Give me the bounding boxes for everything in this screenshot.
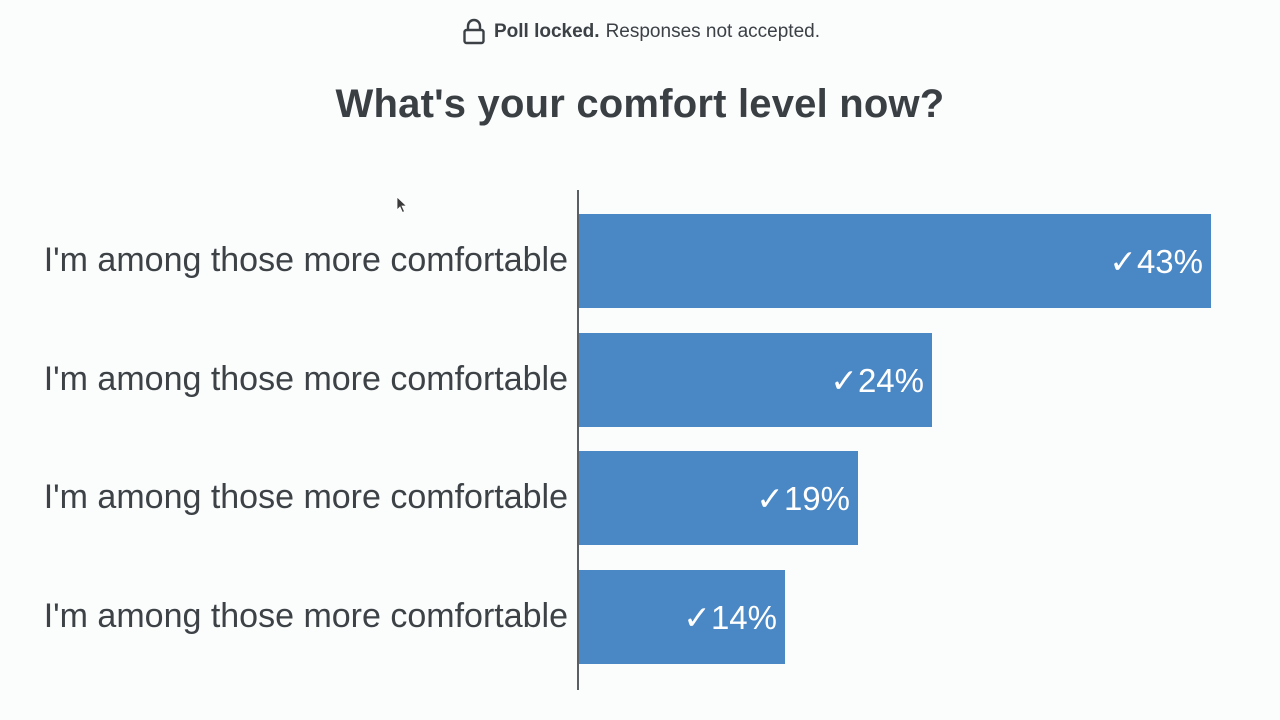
result-bar: ✓19%: [579, 451, 858, 545]
result-percent-label: ✓24%: [830, 361, 924, 399]
option-label: I'm among those more comfortable: [43, 478, 568, 516]
option-label: I'm among those more comfortable: [43, 360, 568, 398]
option-label: I'm among those more comfortable: [43, 241, 568, 279]
poll-question: What's your comfort level now?: [335, 82, 945, 126]
result-bar: ✓24%: [579, 333, 932, 427]
option-label: I'm among those more comfortable: [43, 597, 568, 635]
result-percent-label: ✓14%: [683, 598, 777, 636]
result-percent-label: ✓43%: [1109, 242, 1203, 280]
poll-locked-label: Poll locked.: [493, 21, 600, 42]
result-percent-label: ✓19%: [756, 479, 850, 517]
result-bar: ✓43%: [579, 214, 1211, 308]
poll-status: Poll locked. Responses not accepted.: [0, 16, 1280, 48]
mouse-cursor-icon: [396, 196, 408, 214]
chart-axis-line: [577, 190, 579, 690]
result-bar: ✓14%: [579, 570, 785, 664]
lock-icon: [463, 18, 485, 45]
responses-status-text: Responses not accepted.: [605, 21, 820, 42]
